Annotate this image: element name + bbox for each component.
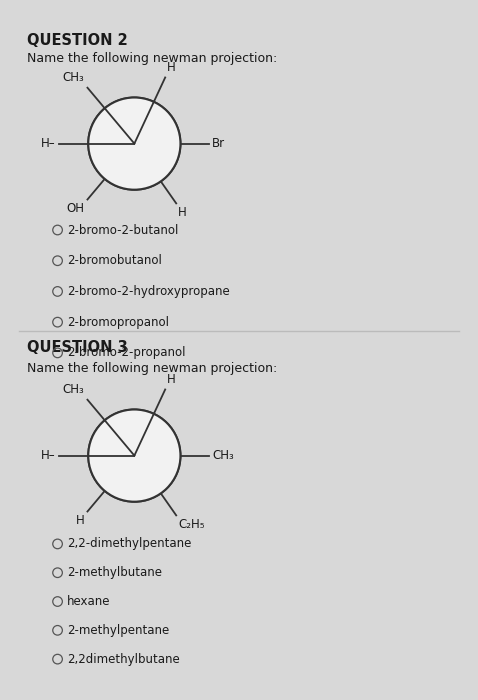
Text: Name the following newman projection:: Name the following newman projection:: [27, 361, 277, 374]
Text: 2-bromopropanol: 2-bromopropanol: [67, 316, 169, 329]
Text: OH: OH: [66, 202, 85, 216]
Text: 2,2-dimethylpentane: 2,2-dimethylpentane: [67, 538, 192, 550]
Text: CH₃: CH₃: [63, 71, 85, 84]
Circle shape: [88, 97, 180, 190]
Text: H: H: [178, 206, 187, 219]
Text: 2-bromo-2-hydroxypropane: 2-bromo-2-hydroxypropane: [67, 285, 230, 298]
Text: Name the following newman projection:: Name the following newman projection:: [27, 52, 277, 65]
Text: H–: H–: [41, 137, 55, 150]
Text: 2-methylpentane: 2-methylpentane: [67, 624, 169, 637]
Text: 2-bromo-2-butanol: 2-bromo-2-butanol: [67, 223, 179, 237]
Text: C₂H₅: C₂H₅: [178, 518, 205, 531]
Circle shape: [88, 410, 180, 502]
Text: QUESTION 2: QUESTION 2: [27, 33, 128, 48]
Text: 2-bromo-2-propanol: 2-bromo-2-propanol: [67, 346, 185, 359]
Text: CH₃: CH₃: [212, 449, 234, 462]
Text: QUESTION 3: QUESTION 3: [27, 340, 128, 356]
Text: CH₃: CH₃: [63, 383, 85, 396]
Text: H: H: [167, 61, 176, 74]
Text: 2,2dimethylbutane: 2,2dimethylbutane: [67, 652, 180, 666]
Text: 2-bromobutanol: 2-bromobutanol: [67, 254, 162, 267]
Text: H–: H–: [41, 449, 55, 462]
Text: H: H: [167, 372, 176, 386]
Text: hexane: hexane: [67, 595, 111, 608]
Text: 2-methylbutane: 2-methylbutane: [67, 566, 162, 579]
Text: H: H: [76, 514, 85, 527]
Text: Br: Br: [212, 137, 225, 150]
